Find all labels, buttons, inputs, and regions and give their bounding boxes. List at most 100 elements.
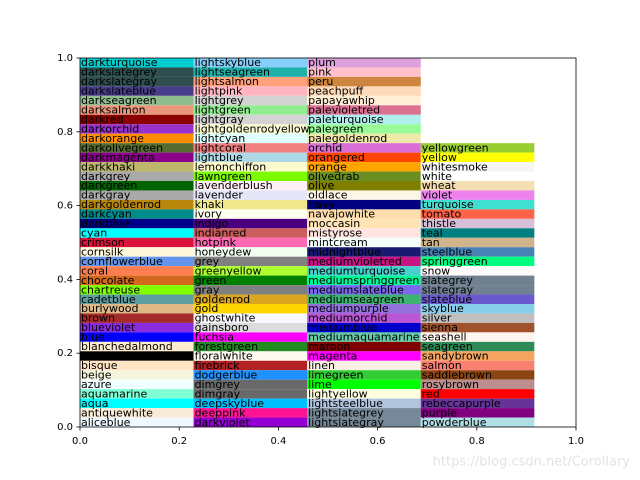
swatch-label: cadetblue (81, 293, 136, 306)
swatch-label: purple (422, 406, 458, 419)
swatch (80, 247, 194, 257)
swatch (420, 370, 535, 380)
swatch-label: darkorange (81, 132, 144, 145)
swatch (193, 143, 308, 153)
swatch-label: seagreen (422, 340, 473, 353)
swatch (193, 379, 308, 390)
swatch (420, 294, 535, 304)
swatch-label: palegoldenrod (308, 132, 387, 145)
swatch-label: powderblue (422, 416, 487, 429)
swatch (307, 76, 421, 87)
swatch (193, 322, 308, 333)
swatch-label: lightsalmon (195, 75, 259, 88)
swatch-label: rebeccapurple (422, 397, 501, 410)
axes: 0.0 0.2 0.4 0.6 0.8 1.0 0.0 0.2 0.4 0.6 0.8 1.0 (57, 53, 584, 447)
swatch-label: silver (422, 312, 452, 325)
swatch (307, 181, 421, 191)
swatch-label: darkviolet (195, 416, 251, 429)
swatch (307, 199, 421, 210)
swatch-label: black (81, 350, 111, 363)
swatch-label: moccasin (308, 217, 360, 230)
swatch-label: mediumaquamarine (308, 331, 420, 344)
swatch-label: lightseagreen (195, 66, 270, 79)
x-tick-label: 0.2 (171, 436, 187, 447)
swatch-label: deepskyblue (195, 397, 265, 410)
swatches (80, 58, 535, 427)
swatch-label: linen (308, 359, 335, 372)
swatch-label: darkslategrey (81, 66, 157, 79)
swatch-label: green (195, 274, 227, 287)
swatch-label: ivory (195, 208, 223, 221)
swatch-label: lightgreen (195, 104, 251, 117)
swatch (307, 417, 421, 427)
swatch-label: lemonchiffon (195, 160, 267, 173)
swatch-label: deeppink (195, 406, 247, 419)
x-tick-label: 0.4 (270, 436, 286, 447)
swatch-label: pink (308, 66, 332, 79)
swatch (307, 313, 421, 323)
swatch (80, 190, 194, 200)
swatch-label: indigo (195, 217, 229, 230)
swatch (193, 389, 308, 399)
swatch (193, 114, 308, 125)
swatch (80, 105, 194, 115)
swatch (420, 256, 535, 267)
swatch (193, 86, 308, 96)
swatch-label: mediumblue (308, 321, 377, 334)
swatch (420, 398, 535, 409)
swatch (193, 360, 308, 371)
swatch-label: mediumseagreen (308, 293, 404, 306)
swatch (80, 398, 194, 409)
swatch-label: orchid (308, 141, 342, 154)
swatch-label: cornsilk (81, 245, 124, 258)
swatch (307, 58, 421, 68)
swatch-label: olivedrab (308, 170, 359, 183)
swatch (420, 275, 535, 286)
swatch (193, 190, 308, 200)
swatch-label: darkblue (81, 217, 130, 230)
swatch-label: wheat (422, 179, 456, 192)
swatch (193, 266, 308, 276)
swatch-label: aliceblue (81, 416, 131, 429)
swatch (80, 58, 194, 68)
swatch (307, 105, 421, 115)
swatch-label: mistyrose (308, 227, 362, 240)
swatch-label: dodgerblue (195, 368, 258, 381)
swatch (193, 199, 308, 210)
swatch (193, 95, 308, 106)
swatch (80, 228, 194, 238)
swatch-label: magenta (308, 350, 357, 363)
swatch (307, 95, 421, 106)
x-tick-label: 0.0 (72, 436, 88, 447)
swatch-label: violet (422, 189, 453, 202)
swatch-label: mediumpurple (308, 302, 389, 315)
y-tick-label: 0.2 (57, 348, 73, 359)
swatch (80, 95, 194, 106)
swatch-label: darkmagenta (81, 151, 155, 164)
swatch-label: saddlebrown (422, 368, 492, 381)
swatch-label: navajowhite (308, 208, 375, 221)
swatch (193, 256, 308, 267)
swatch-label: turquoise (422, 198, 474, 211)
swatch-label: brown (81, 312, 115, 325)
swatch (193, 408, 308, 418)
swatch (193, 209, 308, 219)
swatch-label: blue (81, 331, 105, 344)
swatch-label: lightblue (195, 151, 243, 164)
swatch (193, 370, 308, 380)
swatch-label: lavenderblush (195, 179, 273, 192)
swatch-label: antiquewhite (81, 406, 153, 419)
swatch (307, 360, 421, 371)
swatch-label: darkgrey (81, 170, 131, 183)
swatch-label: goldenrod (195, 293, 250, 306)
swatch (80, 86, 194, 96)
swatch (80, 143, 194, 153)
swatch-label: lightpink (195, 85, 243, 98)
swatch-label: papayawhip (308, 94, 375, 107)
swatch-label: tan (422, 236, 440, 249)
swatch-label: crimson (81, 236, 125, 249)
swatch (420, 266, 535, 276)
swatch (420, 181, 535, 191)
swatch (193, 124, 308, 134)
swatch-label: thistle (422, 217, 456, 230)
